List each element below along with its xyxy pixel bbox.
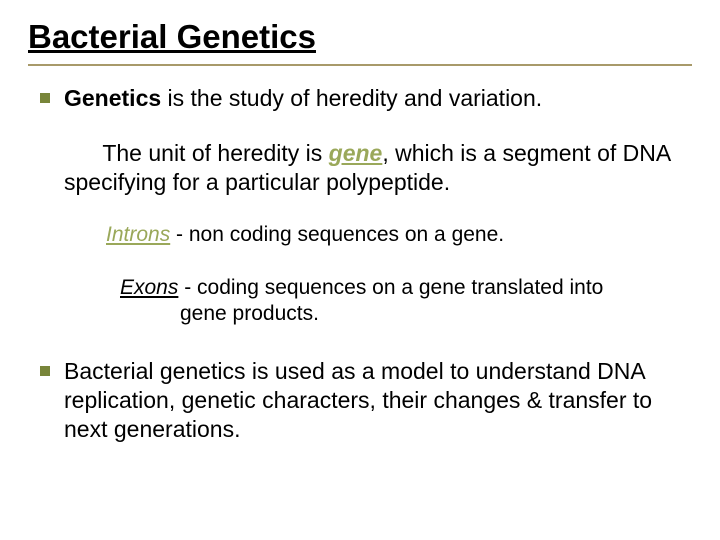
- slide-container: Bacterial Genetics Genetics is the study…: [0, 0, 720, 540]
- bullet-icon: [40, 366, 50, 376]
- bullet1-rest: is the study of heredity and variation.: [161, 85, 542, 111]
- title-underline: [28, 64, 692, 66]
- para1-a: The unit of heredity is: [102, 140, 328, 166]
- genetics-bold: Genetics: [64, 85, 161, 111]
- bullet-item-1: Genetics is the study of heredity and va…: [40, 84, 692, 113]
- slide-title: Bacterial Genetics: [28, 18, 692, 58]
- introns-term: Introns: [106, 223, 170, 246]
- body-text-2: Bacterial genetics is used as a model to…: [64, 357, 692, 443]
- exons-rest2: gene products.: [180, 302, 319, 325]
- exons-term: Exons: [120, 276, 178, 299]
- gene-term: gene: [329, 140, 383, 166]
- bullet-icon: [40, 93, 50, 103]
- introns-block: Introns - non coding sequences on a gene…: [106, 222, 692, 248]
- exons-rest1: - coding sequences on a gene translated …: [178, 276, 603, 299]
- paragraph-gene: The unit of heredity is gene, which is a…: [64, 139, 692, 197]
- exons-block: Exons - coding sequences on a gene trans…: [120, 275, 692, 328]
- body-text-1: Genetics is the study of heredity and va…: [64, 84, 542, 113]
- introns-rest: - non coding sequences on a gene.: [170, 223, 504, 246]
- bullet-item-2: Bacterial genetics is used as a model to…: [40, 357, 692, 443]
